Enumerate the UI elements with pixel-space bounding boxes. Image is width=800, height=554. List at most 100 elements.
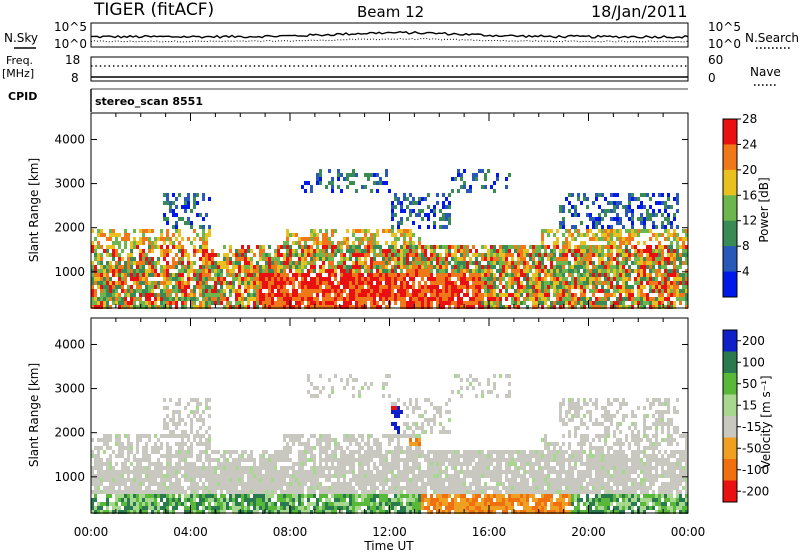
heatmap-cell: [235, 261, 238, 265]
heatmap-cell: [340, 245, 343, 249]
heatmap-cell: [664, 305, 667, 309]
heatmap-cell: [280, 265, 283, 269]
heatmap-cell: [655, 201, 658, 205]
heatmap-cell: [259, 297, 262, 301]
heatmap-cell: [166, 273, 169, 277]
heatmap-cell: [190, 426, 193, 430]
heatmap-cell: [217, 450, 220, 454]
heatmap-cell: [268, 486, 271, 490]
heatmap-cell: [241, 482, 244, 486]
heatmap-cell: [268, 454, 271, 458]
heatmap-cell: [247, 482, 250, 486]
heatmap-cell: [364, 474, 367, 478]
heatmap-cell: [595, 289, 598, 293]
heatmap-cell: [226, 478, 229, 482]
heatmap-cell: [154, 241, 157, 245]
heatmap-cell: [652, 261, 655, 265]
heatmap-cell: [658, 201, 661, 205]
heatmap-cell: [298, 482, 301, 486]
heatmap-cell: [268, 253, 271, 257]
heatmap-cell: [628, 289, 631, 293]
heatmap-cell: [175, 213, 178, 217]
heatmap-cell: [349, 438, 352, 442]
heatmap-cell: [505, 261, 508, 265]
heatmap-cell: [307, 470, 310, 474]
heatmap-cell: [430, 281, 433, 285]
heatmap-cell: [175, 293, 178, 297]
heatmap-cell: [139, 237, 142, 241]
heatmap-cell: [121, 442, 124, 446]
colorbar-tick-label: 8: [742, 239, 750, 253]
heatmap-cell: [601, 225, 604, 229]
heatmap-cell: [106, 277, 109, 281]
heatmap-cell: [367, 474, 370, 478]
heatmap-cell: [202, 462, 205, 466]
heatmap-cell: [259, 462, 262, 466]
heatmap-cell: [445, 225, 448, 229]
heatmap-cell: [283, 478, 286, 482]
heatmap-cell: [469, 257, 472, 261]
heatmap-cell: [379, 293, 382, 297]
heatmap-cell: [538, 273, 541, 277]
heatmap-cell: [616, 213, 619, 217]
heatmap-cell: [217, 478, 220, 482]
heatmap-cell: [133, 502, 136, 506]
heatmap-cell: [196, 402, 199, 406]
heatmap-cell: [349, 257, 352, 261]
heatmap-cell: [583, 193, 586, 197]
heatmap-cell: [355, 450, 358, 454]
heatmap-cell: [235, 305, 238, 309]
heatmap-cell: [127, 261, 130, 265]
heatmap-cell: [595, 265, 598, 269]
heatmap-cell: [430, 301, 433, 305]
heatmap-cell: [241, 281, 244, 285]
heatmap-cell: [457, 261, 460, 265]
heatmap-cell: [571, 237, 574, 241]
heatmap-cell: [331, 466, 334, 470]
heatmap-cell: [310, 237, 313, 241]
heatmap-cell: [625, 257, 628, 261]
heatmap-cell: [145, 277, 148, 281]
heatmap-cell: [220, 498, 223, 502]
heatmap-cell: [100, 446, 103, 450]
heatmap-cell: [262, 466, 265, 470]
heatmap-cell: [127, 454, 130, 458]
heatmap-cell: [517, 273, 520, 277]
heatmap-cell: [307, 490, 310, 494]
heatmap-cell: [94, 293, 97, 297]
heatmap-cell: [94, 446, 97, 450]
heatmap-cell: [280, 289, 283, 293]
heatmap-cell: [643, 285, 646, 289]
heatmap-cell: [484, 185, 487, 189]
heatmap-cell: [649, 197, 652, 201]
heatmap-cell: [364, 502, 367, 506]
heatmap-cell: [436, 289, 439, 293]
heatmap-cell: [157, 438, 160, 442]
heatmap-cell: [346, 462, 349, 466]
heatmap-cell: [646, 193, 649, 197]
heatmap-cell: [550, 285, 553, 289]
heatmap-cell: [124, 261, 127, 265]
heatmap-cell: [139, 229, 142, 233]
heatmap-cell: [418, 257, 421, 261]
heatmap-cell: [136, 482, 139, 486]
heatmap-cell: [202, 265, 205, 269]
heatmap-cell: [241, 478, 244, 482]
heatmap-cell: [166, 281, 169, 285]
heatmap-cell: [238, 293, 241, 297]
heatmap-cell: [316, 502, 319, 506]
heatmap-cell: [130, 261, 133, 265]
heatmap-cell: [628, 197, 631, 201]
heatmap-cell: [280, 269, 283, 273]
heatmap-cell: [382, 289, 385, 293]
heatmap-cell: [316, 470, 319, 474]
heatmap-cell: [172, 265, 175, 269]
heatmap-cell: [433, 253, 436, 257]
colorbar-tick-label: 12: [742, 214, 757, 228]
heatmap-cell: [247, 249, 250, 253]
heatmap-cell: [463, 181, 466, 185]
heatmap-cell: [577, 253, 580, 257]
freq-tick-top: 18: [65, 53, 80, 67]
heatmap-cell: [436, 297, 439, 301]
heatmap-cell: [325, 277, 328, 281]
